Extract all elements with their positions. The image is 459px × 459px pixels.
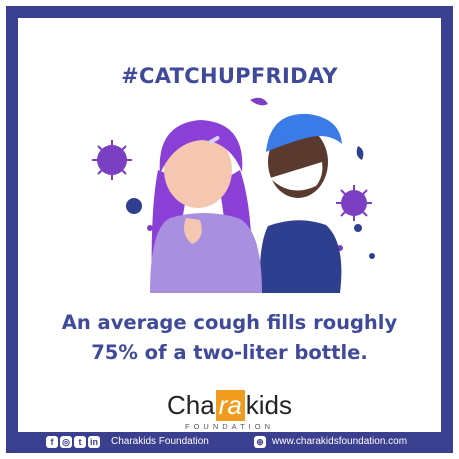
headline-line-2: 75% of a two-liter bottle.	[91, 341, 368, 364]
twitter-icon[interactable]: t	[74, 436, 86, 448]
virus-icon	[336, 185, 372, 221]
logo-subtitle: FOUNDATION	[184, 422, 275, 431]
globe-icon: ⊕	[254, 436, 266, 448]
facebook-icon[interactable]: f	[46, 436, 58, 448]
footer-org-name: Charakids Foundation	[111, 436, 209, 447]
headline-line-1: An average cough fills roughly	[61, 311, 398, 334]
linkedin-icon[interactable]: in	[88, 436, 100, 448]
charakids-logo: Cha ra kids FOUNDATION	[18, 390, 441, 431]
coughing-people-illustration	[92, 97, 375, 293]
instagram-icon[interactable]: ◎	[60, 436, 72, 448]
logo-part-1: Cha	[166, 390, 215, 420]
footer-bar: f ◎ t in Charakids Foundation ⊕ www.char…	[6, 432, 453, 453]
logo-highlight: ra	[215, 390, 245, 421]
post-card: #CATCHUPFRIDAY	[18, 18, 441, 432]
fact-headline: An average cough fills roughly 75% of a …	[18, 308, 441, 368]
footer-website-link[interactable]: www.charakidsfoundation.com	[272, 436, 408, 447]
logo-part-2: kids	[245, 390, 293, 420]
logo-wordmark: Cha ra kids	[167, 390, 292, 421]
virus-icon	[92, 140, 132, 180]
hashtag-title: #CATCHUPFRIDAY	[121, 64, 338, 88]
social-icons: f ◎ t in	[46, 436, 100, 448]
